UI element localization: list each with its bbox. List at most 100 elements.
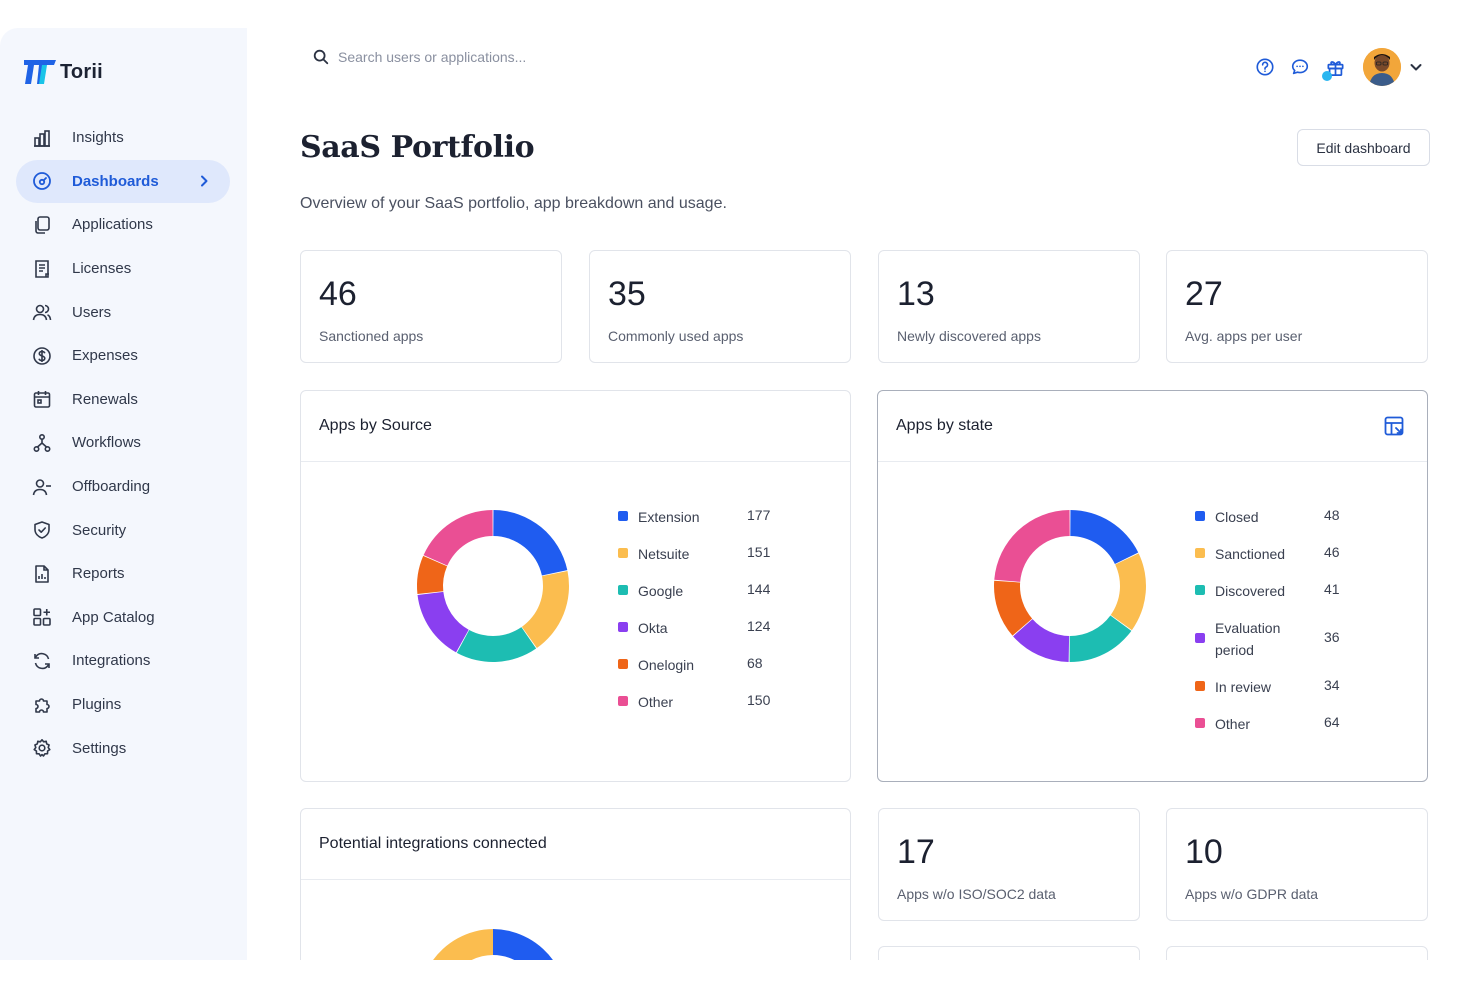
sidebar-item-applications[interactable]: Applications bbox=[16, 203, 230, 247]
stat-value: 13 bbox=[897, 275, 935, 313]
stat-card-commonly-used[interactable]: 35 Commonly used apps bbox=[589, 250, 851, 363]
donut-slice-in-review[interactable] bbox=[994, 580, 1033, 636]
donut-chart-apps-by-state bbox=[994, 510, 1146, 662]
brand-name: Torii bbox=[60, 60, 103, 83]
workflow-icon bbox=[32, 433, 52, 453]
sidebar-item-integrations[interactable]: Integrations bbox=[16, 639, 230, 683]
legend-item[interactable]: Extension 177 bbox=[618, 507, 770, 544]
sidebar-item-licenses[interactable]: Licenses bbox=[16, 247, 230, 291]
legend-item[interactable]: Google 144 bbox=[618, 581, 770, 618]
copy-apps-icon bbox=[32, 215, 52, 235]
chevron-down-icon[interactable] bbox=[1408, 59, 1424, 75]
help-icon[interactable] bbox=[1254, 56, 1276, 78]
brand-logo[interactable]: Torii bbox=[24, 60, 103, 84]
chat-icon[interactable] bbox=[1289, 56, 1311, 78]
sidebar-item-expenses[interactable]: Expenses bbox=[16, 334, 230, 378]
donut-slice-evaluation-period[interactable] bbox=[1013, 619, 1070, 662]
legend-item[interactable]: In review 34 bbox=[1195, 677, 1340, 714]
table-view-icon[interactable] bbox=[1383, 415, 1405, 437]
sidebar-item-label: Plugins bbox=[72, 696, 122, 714]
sidebar-item-workflows[interactable]: Workflows bbox=[16, 421, 230, 465]
report-icon bbox=[32, 564, 52, 584]
app-window: Torii Insights Dashboards Applications Lice… bbox=[0, 28, 1430, 960]
legend-item[interactable]: Other 150 bbox=[618, 692, 770, 729]
torii-logo-icon bbox=[24, 60, 56, 84]
donut-slice-other[interactable] bbox=[423, 510, 493, 566]
legend-label: Onelogin bbox=[638, 657, 695, 673]
donut-slice-onelogin[interactable] bbox=[417, 555, 448, 595]
user-minus-icon bbox=[32, 477, 52, 497]
legend-value: 68 bbox=[747, 655, 763, 671]
legend-swatch bbox=[1195, 548, 1205, 558]
stat-label: Commonly used apps bbox=[608, 328, 744, 344]
notification-dot bbox=[1322, 71, 1332, 81]
search-bar[interactable] bbox=[312, 48, 598, 66]
stat-value: 35 bbox=[608, 275, 646, 313]
stat-value: 10 bbox=[1185, 833, 1223, 871]
chart-title: Potential integrations connected bbox=[301, 809, 850, 880]
legend-item[interactable]: Evaluation period 36 bbox=[1195, 618, 1340, 677]
legend-item[interactable]: Discovered 41 bbox=[1195, 581, 1340, 618]
gear-icon bbox=[32, 738, 52, 758]
sidebar-item-app-catalog[interactable]: App Catalog bbox=[16, 596, 230, 640]
stat-card-newly-discovered[interactable]: 13 Newly discovered apps bbox=[878, 250, 1140, 363]
gift-icon[interactable] bbox=[1322, 56, 1346, 81]
donut-slice-discovered[interactable] bbox=[1069, 615, 1132, 662]
puzzle-icon bbox=[32, 695, 52, 715]
legend-item[interactable]: Onelogin 68 bbox=[618, 655, 763, 692]
stat-card-no-gdpr[interactable]: 10 Apps w/o GDPR data bbox=[1166, 808, 1428, 921]
chart-card-potential-integrations[interactable]: Potential integrations connected bbox=[300, 808, 851, 960]
legend-item[interactable]: Other 64 bbox=[1195, 714, 1340, 751]
topbar-actions bbox=[1254, 48, 1424, 86]
donut-slice-extension[interactable] bbox=[493, 510, 568, 576]
legend-label: Sanctioned bbox=[1215, 546, 1286, 562]
sidebar-item-label: Integrations bbox=[72, 652, 151, 670]
sidebar-item-plugins[interactable]: Plugins bbox=[16, 683, 230, 727]
sidebar-item-offboarding[interactable]: Offboarding bbox=[16, 465, 230, 509]
shield-icon bbox=[32, 520, 52, 540]
donut-slice-okta[interactable] bbox=[417, 591, 469, 653]
sidebar-item-renewals[interactable]: Renewals bbox=[16, 378, 230, 422]
legend-item[interactable]: Okta 124 bbox=[618, 618, 770, 655]
legend-item[interactable]: Netsuite 151 bbox=[618, 544, 770, 581]
chart-card-apps-by-source[interactable]: Apps by Source Extension 177 Netsuite 151 Go… bbox=[300, 390, 851, 782]
sidebar-item-users[interactable]: Users bbox=[16, 290, 230, 334]
legend-swatch bbox=[618, 511, 628, 521]
stat-card-no-iso-soc2[interactable]: 17 Apps w/o ISO/SOC2 data bbox=[878, 808, 1140, 921]
legend-label: Other bbox=[1215, 716, 1251, 732]
page-subtitle: Overview of your SaaS portfolio, app bre… bbox=[300, 195, 727, 212]
donut-chart-apps-by-source bbox=[417, 510, 569, 662]
sidebar-item-insights[interactable]: Insights bbox=[16, 116, 230, 160]
legend-label: In review bbox=[1215, 679, 1272, 695]
chart-title: Apps by state bbox=[878, 391, 1427, 462]
legend-swatch bbox=[1195, 718, 1205, 728]
donut-slice-netsuite[interactable] bbox=[521, 571, 569, 649]
donut-slice-sanctioned[interactable] bbox=[1110, 553, 1146, 631]
donut-slice-google[interactable] bbox=[456, 627, 537, 662]
edit-dashboard-button[interactable]: Edit dashboard bbox=[1297, 129, 1430, 166]
sidebar-item-reports[interactable]: Reports bbox=[16, 552, 230, 596]
stat-label: Avg. apps per user bbox=[1185, 328, 1303, 344]
stat-card-avg-apps[interactable]: 27 Avg. apps per user bbox=[1166, 250, 1428, 363]
search-icon bbox=[313, 49, 329, 65]
legend-swatch bbox=[618, 585, 628, 595]
donut-slice-closed[interactable] bbox=[1070, 510, 1139, 564]
sidebar-item-settings[interactable]: Settings bbox=[16, 726, 230, 770]
legend-item[interactable]: Sanctioned 46 bbox=[1195, 544, 1340, 581]
chart-card-apps-by-state[interactable]: Apps by state Closed 48 Sanctioned 46 Discov… bbox=[877, 390, 1428, 782]
legend-item[interactable]: Closed 48 bbox=[1195, 507, 1340, 544]
calendar-icon bbox=[32, 389, 52, 409]
legend-value: 48 bbox=[1324, 507, 1340, 523]
legend-label: Google bbox=[638, 583, 684, 599]
search-input[interactable] bbox=[338, 49, 598, 65]
sidebar-item-label: Settings bbox=[72, 739, 127, 757]
stat-card-sanctioned[interactable]: 46 Sanctioned apps bbox=[300, 250, 562, 363]
legend-label: Closed bbox=[1215, 509, 1259, 525]
avatar[interactable] bbox=[1363, 48, 1401, 86]
sidebar-item-security[interactable]: Security bbox=[16, 508, 230, 552]
stat-label: Apps w/o ISO/SOC2 data bbox=[897, 886, 1056, 902]
legend-value: 150 bbox=[747, 692, 771, 708]
sidebar-item-dashboards[interactable]: Dashboards bbox=[16, 159, 230, 204]
chart-title: Apps by Source bbox=[301, 391, 850, 462]
donut-slice-other[interactable] bbox=[994, 510, 1070, 582]
